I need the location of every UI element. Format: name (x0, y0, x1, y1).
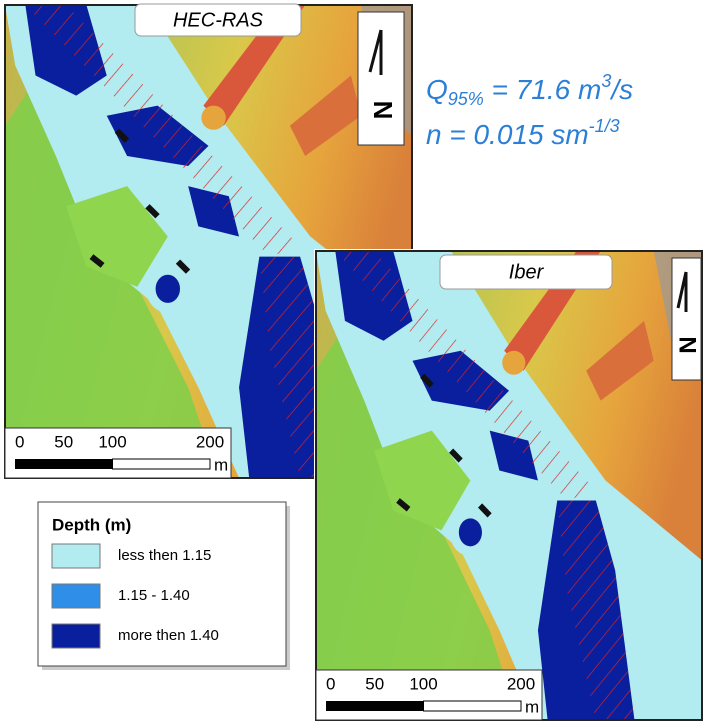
depth-map (316, 251, 702, 720)
legend-swatch (52, 624, 100, 648)
legend-swatch (52, 584, 100, 608)
symbol: Q (426, 74, 448, 105)
scale-segment (326, 701, 424, 711)
legend-swatch (52, 544, 100, 568)
manning: n = 0.015 sm-1/3 (426, 116, 620, 151)
scale-label: 50 (365, 674, 384, 693)
panel-title: Iber (509, 261, 545, 283)
scale-label: 200 (507, 674, 535, 693)
scale-unit: m (525, 697, 539, 716)
text: n = 0.015 sm (426, 119, 589, 150)
subscript: 95% (448, 89, 484, 109)
panel-title: HEC-RAS (173, 9, 264, 31)
scale-label: 0 (326, 674, 335, 693)
page: HEC-RAS N 0 50 100 200 m Iber N 0 50 100 200 m Q… (0, 0, 705, 722)
figure: HEC-RAS N 0 50 100 200 m Iber N 0 50 100 200 m Q… (0, 0, 705, 722)
legend-label: less then 1.15 (118, 547, 211, 564)
legend-title: Depth (m) (52, 515, 131, 534)
scale-label: 0 (15, 432, 24, 451)
scale-segment (113, 459, 211, 469)
panel-iber: Iber N 0 50 100 200 m (314, 249, 704, 721)
scale-bar: 0 50 100 200 m (5, 428, 231, 478)
scale-segment (424, 701, 522, 711)
scale-label: 50 (54, 432, 73, 451)
tail: /s (609, 74, 633, 105)
annotation: Q95% = 71.6 m3/s n = 0.015 sm-1/3 (426, 71, 633, 151)
discharge: Q95% = 71.6 m3/s (426, 71, 633, 109)
legend-label: more then 1.40 (118, 627, 219, 644)
legend-label: 1.15 - 1.40 (118, 587, 190, 604)
text: = 71.6 m (484, 74, 602, 105)
scale-label: 200 (196, 432, 224, 451)
superscript: 3 (601, 71, 611, 91)
north-label: N (674, 336, 701, 353)
superscript: -1/3 (589, 116, 620, 136)
north-label: N (368, 101, 398, 120)
scale-unit: m (214, 455, 228, 474)
scale-bar: 0 50 100 200 m (316, 670, 542, 720)
scale-label: 100 (409, 674, 437, 693)
scale-label: 100 (98, 432, 126, 451)
scale-segment (15, 459, 113, 469)
legend: Depth (m) less then 1.15 1.15 - 1.40 more … (38, 502, 290, 670)
